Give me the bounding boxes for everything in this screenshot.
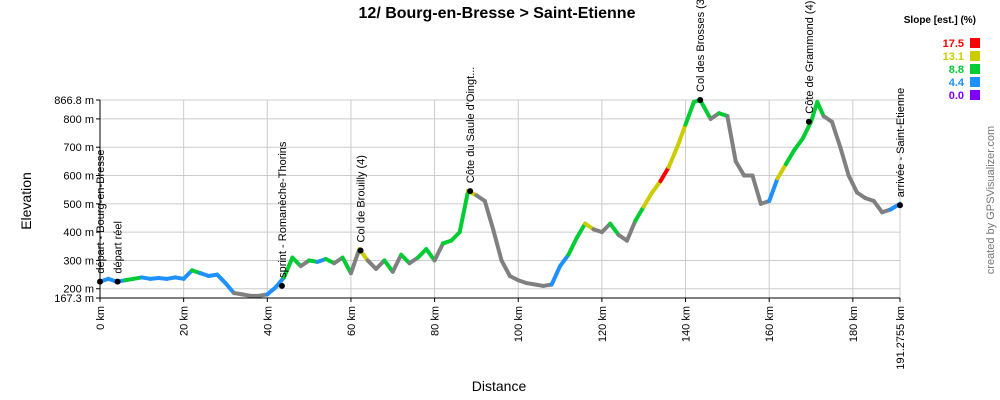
- x-tick-label: 160 km: [764, 306, 776, 342]
- y-tick-label: 500 m: [63, 199, 94, 211]
- profile-segment: [340, 255, 353, 276]
- y-tick-label: 300 m: [63, 255, 94, 267]
- waypoints: départ - Bourg-en-Bresse départ réel sprin…: [95, 0, 907, 289]
- waypoint-label: Côte du Saule d'Oingt...: [465, 67, 477, 183]
- y-axis-label: Elevation: [18, 172, 34, 230]
- x-tick-label: 0 km: [95, 306, 107, 330]
- legend-swatch: [970, 64, 980, 74]
- y-tick-label: 400 m: [63, 227, 94, 239]
- profile-segment: [871, 198, 885, 215]
- x-tick-label: 180 km: [848, 306, 860, 342]
- waypoint-label: départ - Bourg-en-Bresse: [95, 150, 107, 274]
- profile-segment: [683, 99, 696, 127]
- profile-segment: [282, 255, 295, 280]
- waypoint-marker: [114, 278, 121, 285]
- profile-segment: [792, 136, 805, 153]
- profile-segment: [675, 122, 688, 150]
- y-tick-label: 700 m: [63, 142, 94, 154]
- profile-segment: [499, 258, 512, 279]
- waypoint-label: Col de Brouilly (4): [356, 155, 368, 242]
- profile-segment: [666, 145, 680, 170]
- profile-segment: [750, 173, 763, 206]
- x-tick-label: 20 km: [179, 306, 191, 336]
- legend-value: 4.4: [949, 77, 965, 89]
- legend-value: 0.0: [949, 90, 964, 102]
- waypoint-label: départ réel: [113, 221, 125, 274]
- x-tick-label: 120 km: [597, 306, 609, 342]
- x-axis-label: Distance: [472, 378, 527, 394]
- profile-segment: [809, 99, 820, 124]
- legend-swatch: [970, 38, 980, 48]
- profile-segment: [633, 204, 646, 223]
- grid: [99, 99, 901, 299]
- waypoint-label: Col des Brosses (3): [695, 0, 707, 92]
- profile-segment: [767, 176, 780, 203]
- profile-segment: [424, 247, 437, 263]
- x-tick-label: 100 km: [513, 306, 525, 342]
- profile-segment: [733, 159, 747, 178]
- x-tick-label: 191.2755 km: [895, 306, 907, 370]
- y-tick-label: 600 m: [63, 171, 94, 183]
- legend-value: 8.8: [949, 64, 964, 76]
- waypoint-marker: [357, 247, 364, 254]
- profile-segment: [641, 190, 655, 209]
- chart-title: 12/ Bourg-en-Bresse > Saint-Etienne: [359, 5, 636, 22]
- profile-segment: [223, 281, 236, 295]
- profile-segment: [491, 227, 504, 263]
- legend-swatch: [970, 77, 980, 87]
- profile-segment: [838, 145, 851, 178]
- profile-segment: [566, 235, 579, 257]
- profile-segment: [273, 275, 287, 290]
- profile-segment: [574, 221, 588, 240]
- x-tick-label: 40 km: [262, 306, 274, 336]
- x-tick-label: 60 km: [346, 306, 358, 336]
- profile-segment: [549, 264, 563, 287]
- x-axis-ticks: 0 km 20 km 40 km 60 km 80 km 100 km 120 km 140 …: [95, 298, 907, 370]
- profile-segment: [348, 247, 362, 276]
- legend-swatch: [970, 51, 980, 61]
- waypoint-label: arrivée - Saint-Etienne: [895, 88, 907, 197]
- profile-segment: [457, 189, 471, 235]
- profile-segment: [658, 165, 671, 184]
- profile-segment: [390, 252, 404, 274]
- profile-segment: [725, 114, 738, 164]
- profile-segment: [846, 173, 860, 195]
- y-tick-label: 866.8 m: [54, 95, 94, 107]
- profile-segment: [608, 221, 621, 237]
- legend-title: Slope [est.] (%): [904, 15, 976, 26]
- profile-segment: [698, 98, 713, 121]
- profile-segment: [558, 252, 571, 269]
- waypoint-label: sprint - Romanèche-Thorins: [277, 141, 289, 278]
- profile-segment: [829, 119, 843, 150]
- waypoint-marker: [467, 188, 474, 195]
- profile-segment: [624, 218, 638, 243]
- profile-segment: [775, 162, 788, 181]
- legend-value: 13.1: [943, 51, 964, 63]
- waypoint-label: Côte de Grammond (4): [804, 1, 816, 114]
- profile-segment: [783, 148, 797, 167]
- x-tick-label: 80 km: [430, 306, 442, 336]
- x-tick-label: 140 km: [681, 306, 693, 342]
- elevation-profile-line: [98, 98, 902, 298]
- waypoint-marker: [805, 118, 812, 125]
- waypoint-marker: [278, 282, 285, 289]
- profile-segment: [815, 99, 826, 119]
- legend-value: 17.5: [943, 38, 964, 50]
- waypoint-marker: [697, 97, 704, 103]
- waypoint-marker: [897, 202, 903, 209]
- y-tick-label: 200 m: [63, 284, 94, 296]
- profile-segment: [650, 179, 663, 195]
- profile-segment: [382, 258, 395, 274]
- profile-segment: [432, 241, 445, 263]
- y-tick-label: 800 m: [63, 114, 94, 126]
- credit-text: created by GPSVisualizer.com: [985, 126, 997, 274]
- y-tick-label: 167.3 m: [54, 293, 94, 305]
- legend: Slope [est.] (%) 17.513.18.84.40.0: [904, 15, 980, 102]
- legend-swatch: [970, 90, 980, 100]
- profile-segment: [482, 198, 496, 232]
